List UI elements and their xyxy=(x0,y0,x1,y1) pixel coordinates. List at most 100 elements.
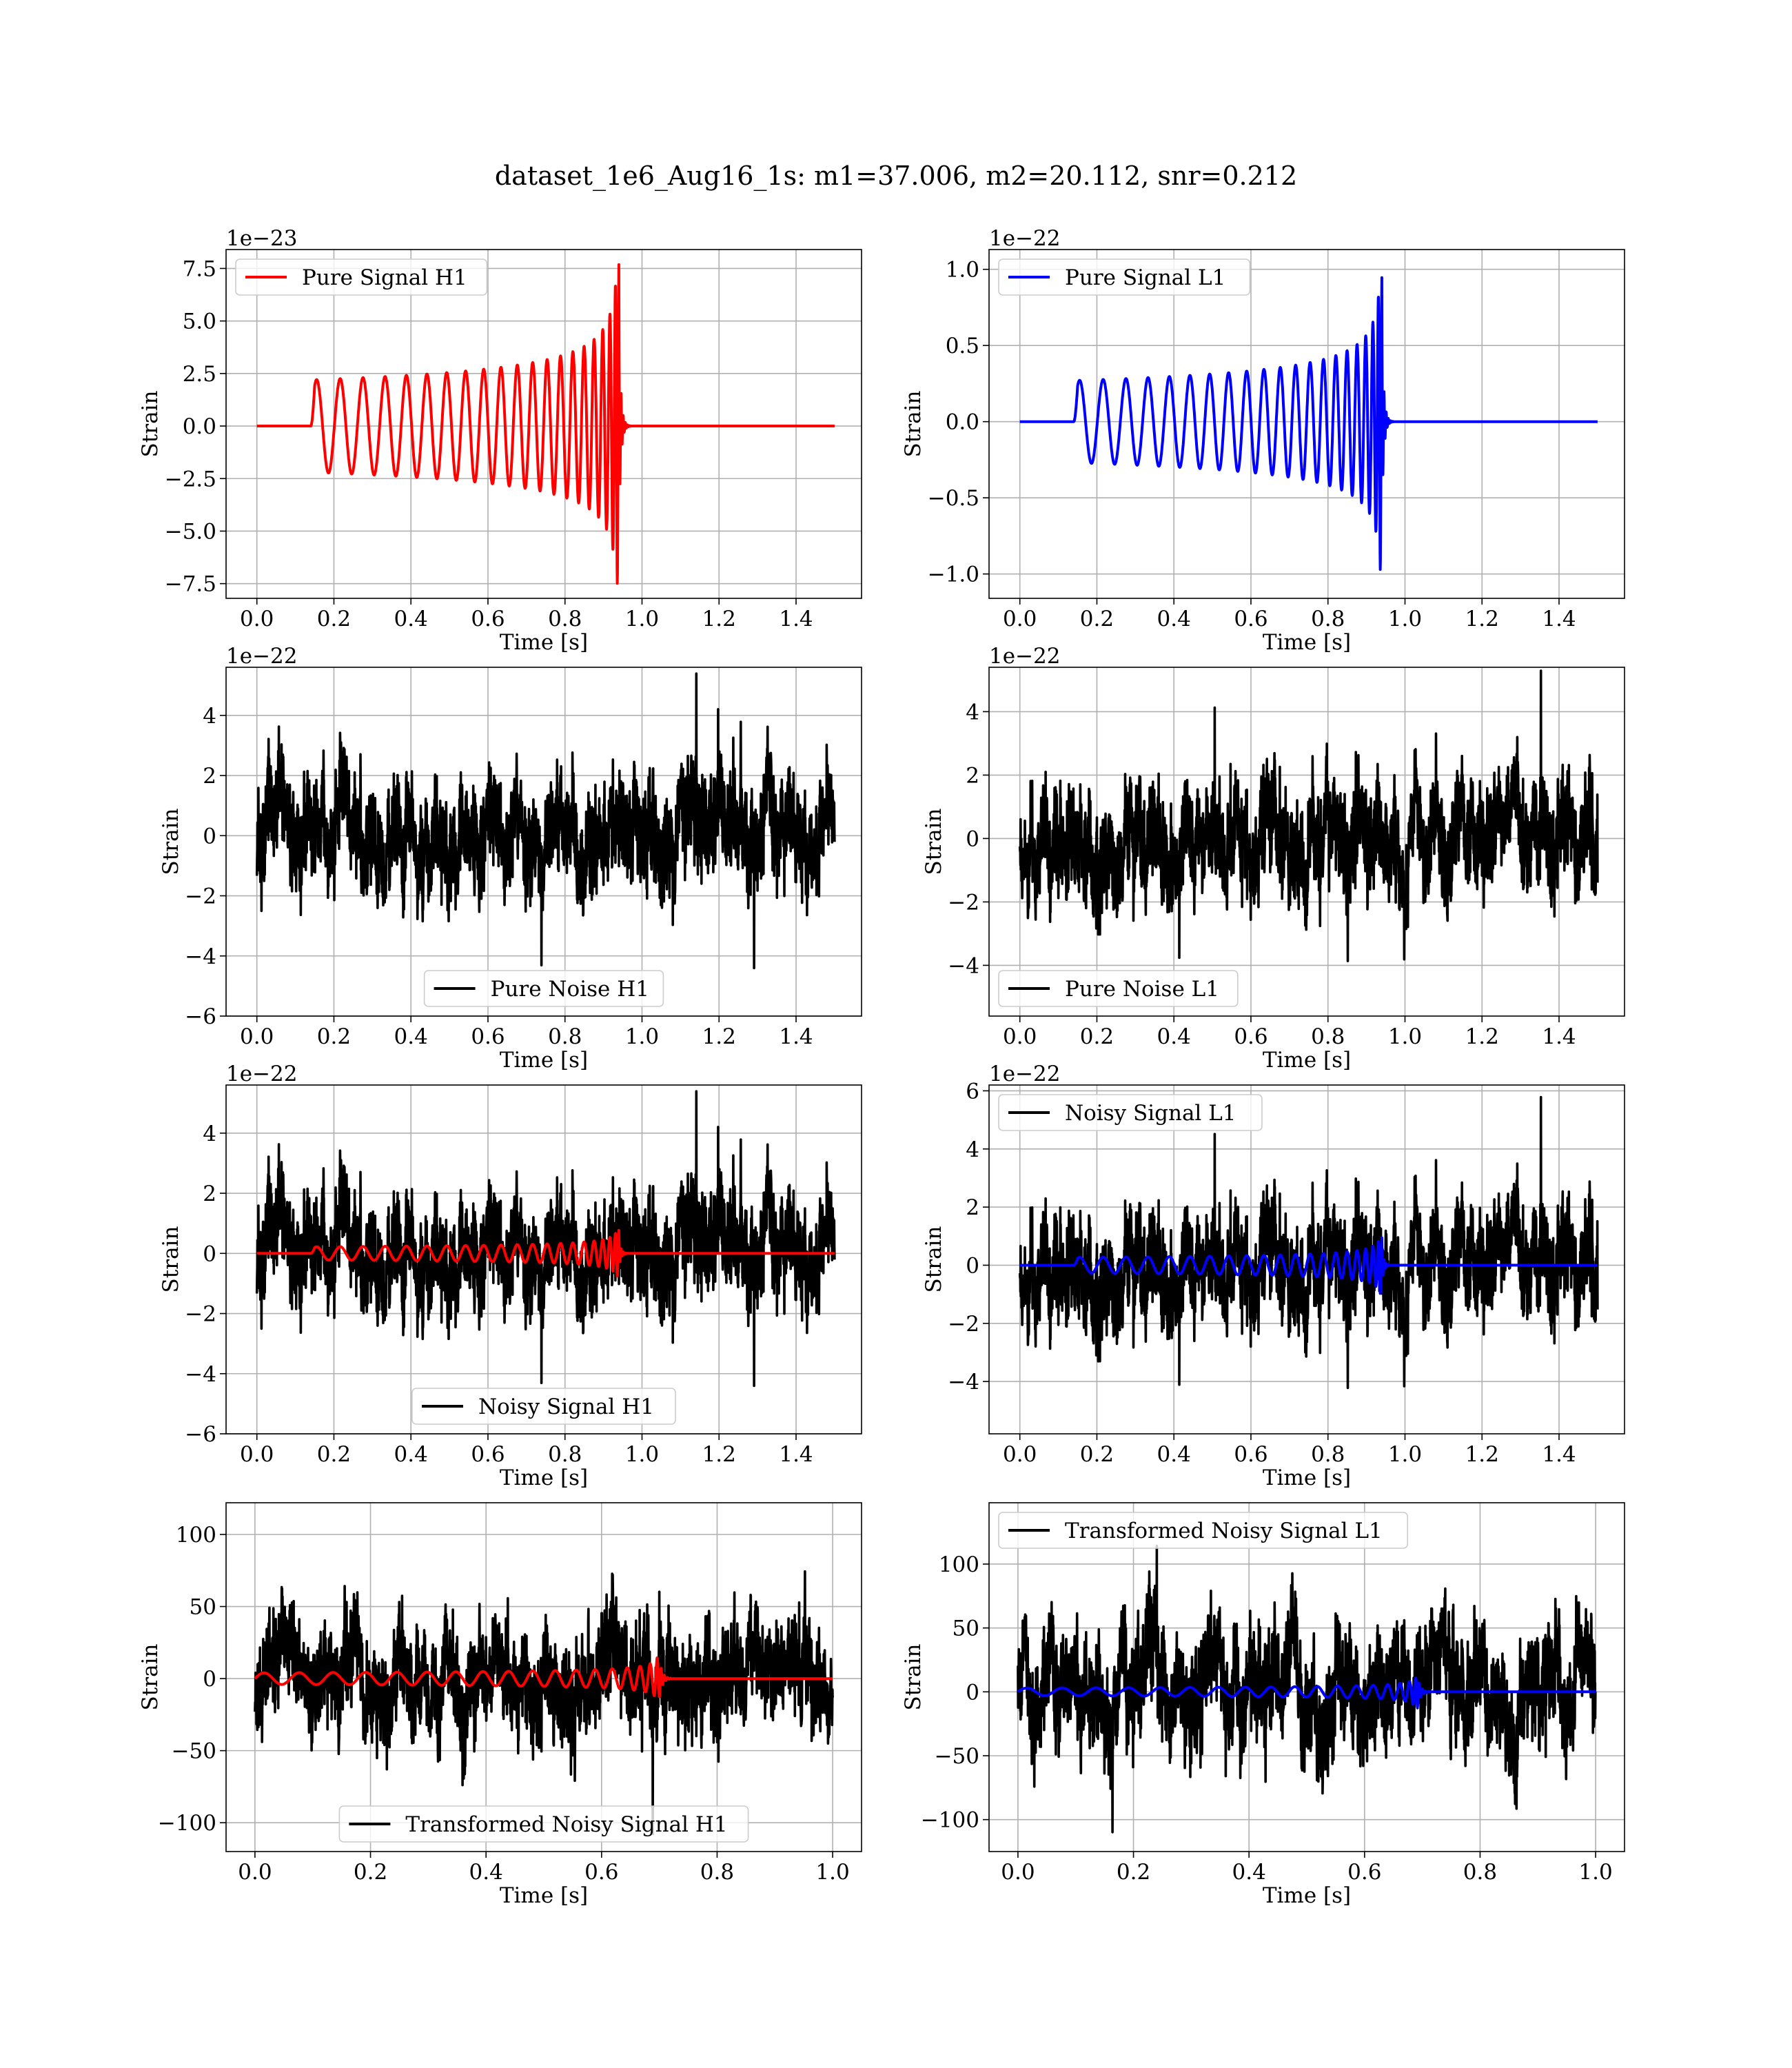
series-group xyxy=(256,263,836,585)
y-tick-label: −2 xyxy=(185,1302,216,1327)
x-tick-label: 1.2 xyxy=(1465,607,1499,631)
series-line-overlay-1 xyxy=(1019,1236,1599,1295)
x-tick-label: 1.2 xyxy=(1465,1024,1499,1049)
y-tick-label: −5.0 xyxy=(165,519,216,544)
x-tick-label: 0.8 xyxy=(1311,1442,1345,1467)
y-tick-label: −100 xyxy=(921,1808,979,1833)
x-tick-label: 0.4 xyxy=(394,1024,428,1049)
x-tick-label: 0.6 xyxy=(471,1442,505,1467)
legend-label: Pure Signal L1 xyxy=(1065,265,1225,290)
y-tick-label: 100 xyxy=(939,1552,979,1577)
x-tick-label: 1.0 xyxy=(1578,1860,1612,1885)
y-tick-label: 4 xyxy=(966,700,979,724)
y-tick-label: −1.0 xyxy=(928,562,979,587)
y-tick-label: −2 xyxy=(948,890,979,915)
legend: Pure Noise L1 xyxy=(998,970,1239,1007)
series-line-overlay-1 xyxy=(256,1228,836,1277)
legend-frame xyxy=(998,1512,1409,1549)
x-tick-label: 0.8 xyxy=(700,1860,734,1885)
x-tick-label: 1.0 xyxy=(815,1860,849,1885)
x-tick-label: 0.4 xyxy=(1157,1442,1191,1467)
x-axis-label: Time [s] xyxy=(500,1883,588,1908)
axes-frame xyxy=(225,667,862,1017)
x-tick-label: 0.4 xyxy=(469,1860,503,1885)
x-tick-label: 1.0 xyxy=(1388,607,1422,631)
series-line-overlay-1 xyxy=(254,1656,834,1699)
subplots: 0.0 0.2 0.4 0.6 0.8 1.0 1.2 1.4 −7.5 −5.0 −2.5 0.0 2… xyxy=(138,226,1625,1908)
x-tick-label: 0.6 xyxy=(584,1860,618,1885)
y-tick-label: 6 xyxy=(966,1079,979,1104)
series-group xyxy=(1018,1095,1599,1390)
series-group xyxy=(254,1570,834,1836)
y-tick-label: 0 xyxy=(203,824,216,849)
series-line-noisy-signal-h1 xyxy=(255,1090,836,1388)
x-tick-label: 0.2 xyxy=(317,607,351,631)
y-tick-label: 50 xyxy=(953,1616,979,1641)
y-offset-text: 1e−22 xyxy=(226,1062,298,1086)
x-axis-label: Time [s] xyxy=(500,1048,588,1073)
x-tick-label: 0.0 xyxy=(1003,1024,1037,1049)
y-tick-label: −7.5 xyxy=(165,572,216,597)
series-group xyxy=(255,1090,836,1388)
subplot-pure-signal-l1: 0.0 0.2 0.4 0.6 0.8 1.0 1.2 1.4 −1.0 −0.5 0.0 0.5 1.… xyxy=(901,226,1625,655)
x-tick-label: 0.0 xyxy=(1003,607,1037,631)
x-tick-label: 0.0 xyxy=(1003,1442,1037,1467)
y-tick-label: 0.0 xyxy=(946,410,979,435)
subplot-noisy-signal-h1: 0.0 0.2 0.4 0.6 0.8 1.0 1.2 1.4 −6 −4 −2 0 2 4 Time [s… xyxy=(159,1062,862,1490)
y-tick-label: 0 xyxy=(203,1241,216,1266)
x-tick-label: 0.2 xyxy=(317,1024,351,1049)
x-tick-label: 1.2 xyxy=(702,1024,736,1049)
y-tick-label: 0 xyxy=(966,1680,979,1705)
y-tick-label: −4 xyxy=(185,944,216,969)
x-tick-label: 0.0 xyxy=(1001,1860,1035,1885)
x-tick-label: 1.4 xyxy=(1542,1442,1576,1467)
y-tick-label: −6 xyxy=(185,1004,216,1029)
legend-frame xyxy=(338,1805,749,1843)
series-group xyxy=(1019,276,1599,571)
y-tick-label: 2 xyxy=(966,1195,979,1220)
legend: Pure Signal L1 xyxy=(998,258,1251,296)
legend-label: Transformed Noisy Signal L1 xyxy=(1065,1519,1383,1543)
legend-label: Pure Noise H1 xyxy=(491,977,649,1002)
y-tick-label: −6 xyxy=(185,1422,216,1447)
x-tick-label: 0.4 xyxy=(1157,607,1191,631)
subplot-transformed-noisy-signal-h1: 0.0 0.2 0.4 0.6 0.8 1.0 −100 −50 0 50 100 Time [s] S… xyxy=(138,1502,862,1908)
x-axis-label: Time [s] xyxy=(1263,1466,1351,1490)
y-offset-text: 1e−22 xyxy=(989,226,1061,251)
x-tick-label: 0.8 xyxy=(548,607,582,631)
y-tick-label: 0 xyxy=(966,827,979,851)
x-tick-label: 0.4 xyxy=(394,607,428,631)
y-tick-label: 2 xyxy=(203,1182,216,1206)
x-tick-label: 1.2 xyxy=(702,607,736,631)
series-line-pure-noise-h1 xyxy=(255,672,836,970)
y-tick-label: 4 xyxy=(203,1122,216,1146)
y-tick-label: 0 xyxy=(966,1253,979,1278)
y-tick-label: 100 xyxy=(176,1523,216,1548)
axes-frame xyxy=(988,1502,1625,1852)
legend-frame xyxy=(235,258,488,296)
y-tick-label: 2 xyxy=(203,764,216,789)
grid xyxy=(226,250,862,598)
y-tick-label: −4 xyxy=(948,1370,979,1395)
x-tick-label: 1.2 xyxy=(702,1442,736,1467)
axes-frame xyxy=(225,1502,862,1852)
legend-label: Transformed Noisy Signal H1 xyxy=(405,1812,727,1837)
legend-frame xyxy=(998,1094,1263,1131)
y-tick-label: 0 xyxy=(203,1667,216,1692)
axes-frame xyxy=(225,1084,862,1435)
x-tick-label: 1.0 xyxy=(625,1024,659,1049)
x-tick-label: 0.0 xyxy=(238,1860,272,1885)
series-line-transformed-noisy-signal-h1 xyxy=(254,1570,834,1836)
series-group xyxy=(255,672,836,970)
y-offset-text: 1e−23 xyxy=(226,226,298,251)
axes-frame xyxy=(988,249,1625,599)
y-axis-label: Strain xyxy=(138,1644,163,1711)
legend-frame xyxy=(998,970,1239,1007)
y-tick-label: −4 xyxy=(185,1362,216,1387)
y-tick-label: −2 xyxy=(185,884,216,909)
y-axis-label: Strain xyxy=(159,809,183,875)
x-tick-label: 0.4 xyxy=(1157,1024,1191,1049)
y-offset-text: 1e−22 xyxy=(989,644,1061,669)
x-tick-label: 0.6 xyxy=(1234,1024,1267,1049)
